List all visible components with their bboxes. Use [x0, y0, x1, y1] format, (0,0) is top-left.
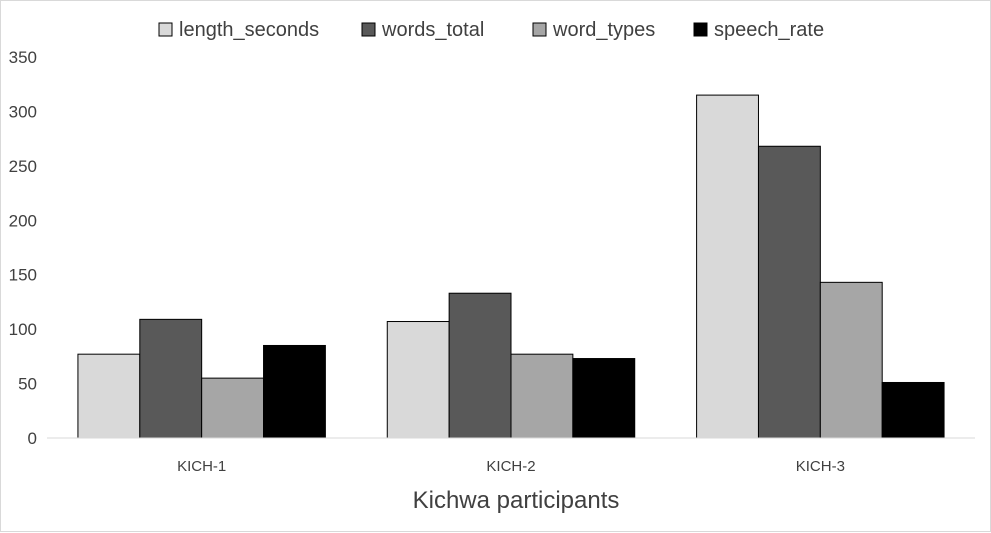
bars — [77, 94, 945, 439]
y-tick-label: 0 — [28, 429, 37, 448]
y-axis-ticks: 0 50 100 150 200 250 300 350 — [9, 48, 37, 448]
legend-label: speech_rate — [714, 19, 824, 41]
x-category-label: KICH-3 — [796, 458, 845, 475]
bar-word_types-kich-2 — [510, 353, 574, 439]
y-tick-label: 150 — [9, 266, 37, 285]
x-category-label: KICH-2 — [486, 458, 535, 475]
bar-length_seconds-kich-3 — [696, 94, 759, 439]
bar-speech_rate-kich-1 — [263, 344, 326, 439]
y-tick-label: 300 — [9, 102, 37, 121]
bar-length_seconds-kich-1 — [77, 353, 141, 439]
legend-swatch-word_types — [532, 22, 547, 37]
y-tick-label: 100 — [9, 320, 37, 339]
legend-label: length_seconds — [179, 19, 319, 41]
y-tick-label: 350 — [9, 48, 37, 67]
legend-label: words_total — [381, 19, 484, 41]
bar-words_total-kich-3 — [757, 145, 821, 439]
y-tick-label: 250 — [9, 157, 37, 176]
y-tick-label: 200 — [9, 211, 37, 230]
x-axis-categories: KICH-1 KICH-2 KICH-3 — [177, 458, 845, 475]
legend-label: word_types — [552, 19, 655, 41]
y-tick-label: 50 — [18, 375, 37, 394]
x-axis-title: Kichwa participants — [413, 487, 620, 514]
legend-swatch-speech_rate — [693, 22, 708, 37]
x-category-label: KICH-1 — [177, 458, 226, 475]
bar-speech_rate-kich-2 — [572, 358, 636, 439]
legend-swatch-words_total — [361, 22, 376, 37]
bar-speech_rate-kich-3 — [881, 381, 945, 439]
legend: length_seconds words_total word_types speec… — [158, 19, 824, 41]
bar-word_types-kich-1 — [201, 377, 265, 439]
bar-word_types-kich-3 — [819, 281, 883, 439]
bar-words_total-kich-1 — [139, 318, 203, 439]
bar-length_seconds-kich-2 — [386, 321, 450, 439]
legend-swatch-length_seconds — [158, 22, 173, 37]
bar-words_total-kich-2 — [448, 292, 512, 439]
